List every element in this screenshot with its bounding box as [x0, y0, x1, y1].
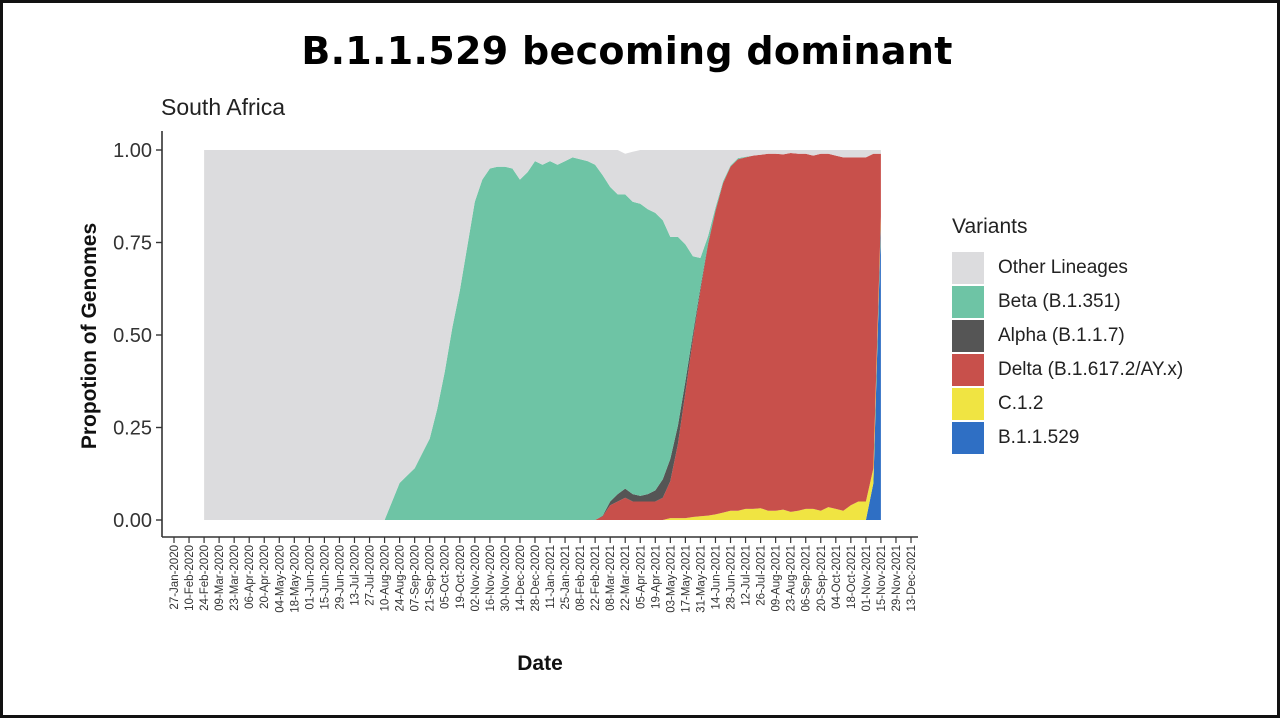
y-axis-label: Propotion of Genomes [78, 223, 101, 449]
x-tick-label: 06-Sep-2021 [801, 545, 813, 612]
x-tick-label: 25-Jan-2021 [560, 545, 572, 610]
legend: Variants Other Lineages Beta (B.1.351) Alp… [952, 215, 1183, 455]
x-tick-label: 09-Mar-2020 [214, 545, 226, 611]
x-tick-label: 10-Feb-2020 [184, 545, 196, 611]
x-tick-label: 29-Nov-2021 [891, 545, 903, 611]
legend-item: Delta (B.1.617.2/AY.x) [952, 353, 1183, 387]
x-tick-label: 08-Mar-2021 [605, 545, 617, 611]
x-axis-label: Date [517, 652, 563, 675]
x-tick-label: 28-Dec-2020 [530, 545, 542, 611]
chart-axes [161, 131, 918, 538]
x-tick-label: 17-May-2021 [680, 545, 692, 613]
legend-swatch [952, 286, 984, 318]
x-tick-label: 04-Oct-2021 [831, 545, 843, 609]
y-tick-label: 1.00 [113, 140, 152, 162]
x-tick-label: 08-Feb-2021 [575, 545, 587, 611]
x-tick-label: 09-Aug-2021 [771, 545, 783, 612]
x-tick-label: 06-Apr-2020 [244, 545, 256, 609]
legend-swatch [952, 422, 984, 454]
legend-swatch [952, 354, 984, 386]
legend-item: C.1.2 [952, 387, 1183, 421]
x-tick-label: 19-Apr-2021 [650, 545, 662, 609]
legend-swatch [952, 252, 984, 284]
legend-items: Other Lineages Beta (B.1.351) Alpha (B.1.1… [952, 251, 1183, 455]
legend-item: Beta (B.1.351) [952, 285, 1183, 319]
legend-item: Other Lineages [952, 251, 1183, 285]
x-tick-label: 22-Feb-2021 [590, 545, 602, 611]
x-tick-label: 12-Jul-2021 [741, 545, 753, 606]
y-tick-label: 0.00 [113, 510, 152, 532]
x-tick-label: 23-Aug-2021 [786, 545, 798, 612]
y-tick-label: 0.75 [113, 233, 152, 255]
x-tick-label: 02-Nov-2020 [470, 545, 482, 611]
x-tick-label: 19-Oct-2020 [455, 545, 467, 609]
x-tick-label: 03-May-2021 [665, 545, 677, 613]
x-tick-label: 29-Jun-2020 [334, 545, 346, 610]
x-tick-label: 31-May-2021 [695, 545, 707, 613]
x-tick-label: 16-Nov-2020 [485, 545, 497, 611]
y-tick-label: 0.25 [113, 418, 152, 440]
slide-title: B.1.1.529 becoming dominant [301, 29, 953, 73]
x-tick-label: 18-May-2020 [289, 545, 301, 613]
x-tick-label: 14-Jun-2021 [711, 545, 723, 610]
area-beta-b-1-351 [204, 153, 881, 520]
legend-label: Delta (B.1.617.2/AY.x) [998, 359, 1184, 380]
area-chart: 0.00 0.25 0.50 0.75 1.00 27-Jan-2020 10-Feb-2… [78, 131, 918, 675]
legend-label: C.1.2 [998, 393, 1044, 414]
x-tick-label: 13-Dec-2021 [906, 545, 918, 611]
x-tick-label: 28-Jun-2021 [726, 545, 738, 610]
legend-swatch [952, 388, 984, 420]
y-tick-label: 0.50 [113, 325, 152, 347]
x-tick-label: 22-Mar-2021 [620, 545, 632, 611]
legend-label: Beta (B.1.351) [998, 291, 1121, 312]
area-delta-b-1-617-2-ay-x [204, 153, 881, 520]
legend-item: B.1.1.529 [952, 421, 1183, 455]
x-tick-label: 26-Jul-2021 [756, 545, 768, 606]
x-tick-label: 05-Oct-2020 [440, 545, 452, 609]
x-tick-label: 24-Aug-2020 [395, 545, 407, 612]
chart-areas [204, 150, 881, 520]
x-tick-label: 01-Nov-2021 [861, 545, 873, 611]
x-tick-labels: 27-Jan-2020 10-Feb-2020 24-Feb-2020 09-Mar-… [169, 537, 918, 613]
legend-label: Other Lineages [998, 257, 1128, 278]
chart-title: South Africa [161, 94, 286, 120]
x-tick-label: 27-Jul-2020 [365, 545, 377, 606]
x-tick-label: 10-Aug-2020 [380, 545, 392, 612]
x-tick-label: 14-Dec-2020 [515, 545, 527, 611]
area-other-lineages [204, 150, 881, 520]
x-tick-label: 15-Jun-2020 [319, 545, 331, 610]
x-tick-label: 21-Sep-2020 [425, 545, 437, 612]
y-tick-labels: 0.00 0.25 0.50 0.75 1.00 [113, 140, 162, 532]
x-tick-label: 23-Mar-2020 [229, 545, 241, 611]
x-tick-label: 13-Jul-2020 [350, 545, 362, 606]
x-tick-label: 04-May-2020 [274, 545, 286, 613]
x-tick-label: 27-Jan-2020 [169, 545, 181, 610]
legend-title: Variants [952, 215, 1028, 238]
x-tick-label: 30-Nov-2020 [500, 545, 512, 611]
x-tick-label: 20-Sep-2021 [816, 545, 828, 612]
x-tick-label: 20-Apr-2020 [259, 545, 271, 609]
legend-item: Alpha (B.1.1.7) [952, 319, 1183, 353]
x-tick-label: 05-Apr-2021 [635, 545, 647, 609]
x-tick-label: 07-Sep-2020 [410, 545, 422, 612]
legend-swatch [952, 320, 984, 352]
legend-label: B.1.1.529 [998, 427, 1080, 448]
x-tick-label: 01-Jun-2020 [304, 545, 316, 610]
x-tick-label: 24-Feb-2020 [199, 545, 211, 611]
x-tick-label: 15-Nov-2021 [876, 545, 888, 611]
legend-label: Alpha (B.1.1.7) [998, 325, 1125, 346]
x-tick-label: 11-Jan-2021 [545, 545, 557, 609]
x-tick-label: 18-Oct-2021 [846, 545, 858, 609]
